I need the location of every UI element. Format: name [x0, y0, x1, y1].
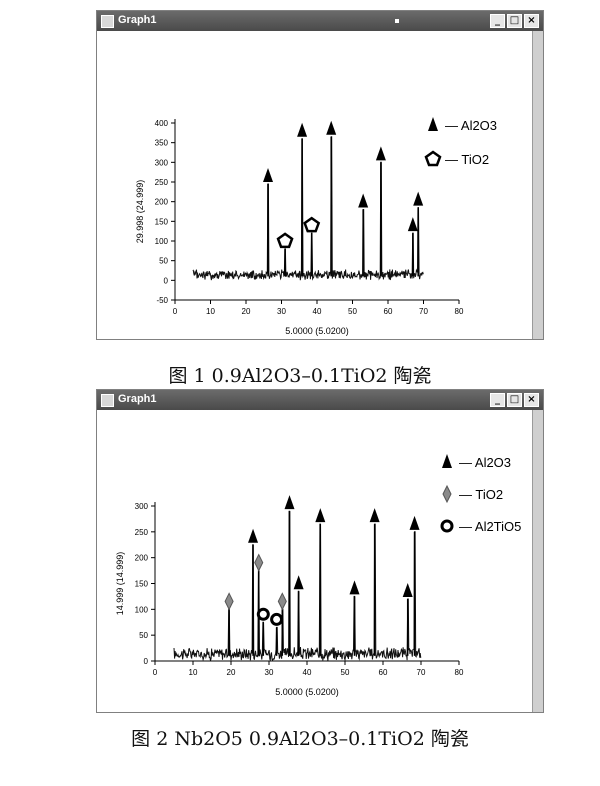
y-tick-label: 250	[155, 178, 169, 187]
legend-label: — TiO2	[445, 152, 489, 167]
maximize-button[interactable]: □	[507, 393, 522, 407]
vertical-scrollbar[interactable]	[532, 410, 543, 712]
tio2-marker-icon	[442, 484, 452, 504]
x-axis-title: 5.0000 (5.0200)	[275, 687, 339, 697]
al2tio5-marker-icon	[440, 519, 454, 533]
al2o3-marker-icon	[407, 217, 418, 232]
al2o3-marker-icon	[409, 515, 420, 530]
y-tick-label: 100	[135, 605, 149, 614]
figure-caption-2: 图 2 Nb2O5 0.9Al2O3–0.1TiO2 陶瓷	[131, 728, 469, 750]
x-tick-label: 20	[227, 668, 236, 677]
y-tick-label: 0	[164, 276, 169, 285]
window-titlebar[interactable]: Graph1 _ □ ×	[97, 390, 543, 410]
vertical-scrollbar[interactable]	[532, 31, 543, 339]
x-tick-label: 10	[206, 307, 215, 316]
x-tick-label: 50	[341, 668, 350, 677]
al2o3-marker-icon	[248, 528, 259, 543]
al2o3-marker-icon	[369, 508, 380, 523]
al2o3-marker-icon	[358, 193, 369, 208]
al2o3-marker-icon	[293, 575, 304, 590]
y-tick-label: 0	[144, 657, 149, 666]
tio2-marker-icon	[254, 553, 264, 572]
legend-label: — TiO2	[459, 487, 503, 502]
legend-label: — Al2O3	[445, 118, 497, 133]
al2o3-marker-icon	[413, 191, 424, 206]
y-axis-title: 14.999 (14.999)	[115, 552, 125, 616]
y-tick-label: 200	[135, 554, 149, 563]
tio2-marker-icon	[276, 232, 294, 249]
window-title: Graph1	[118, 393, 157, 405]
diffraction-trace	[173, 510, 422, 662]
figure-caption-1: 图 1 0.9Al2O3–0.1TiO2 陶瓷	[168, 365, 432, 387]
al2tio5-marker-icon	[256, 607, 270, 621]
titlebar-dot-icon	[395, 19, 399, 23]
y-axis-title: 29.998 (24.999)	[135, 180, 145, 244]
y-tick-label: 400	[155, 119, 169, 128]
al2o3-marker-icon	[326, 120, 337, 135]
x-tick-label: 70	[419, 307, 428, 316]
legend-label: — Al2O3	[459, 455, 511, 470]
al2o3-marker-icon	[402, 583, 413, 597]
al2o3-marker-icon	[263, 167, 274, 182]
y-tick-label: -50	[156, 296, 168, 305]
y-tick-label: 350	[155, 139, 169, 148]
x-tick-label: 70	[417, 668, 426, 677]
x-tick-label: 60	[379, 668, 388, 677]
x-tick-label: 50	[348, 307, 357, 316]
tio2-marker-icon	[277, 592, 287, 611]
tio2-marker-icon	[303, 216, 321, 233]
x-tick-label: 0	[153, 668, 158, 677]
al2o3-marker-icon	[375, 146, 386, 161]
x-tick-label: 20	[242, 307, 251, 316]
y-tick-label: 200	[155, 198, 169, 207]
y-tick-label: 100	[155, 237, 169, 246]
legend-label: — Al2TiO5	[459, 519, 521, 534]
x-axis-title: 5.0000 (5.0200)	[285, 326, 349, 336]
al2tio5-marker-icon	[270, 612, 284, 626]
al2o3-marker-icon	[442, 454, 452, 468]
y-tick-label: 300	[155, 158, 169, 167]
x-tick-label: 10	[189, 668, 198, 677]
y-tick-label: 250	[135, 528, 149, 537]
x-tick-label: 40	[313, 307, 322, 316]
close-button[interactable]: ×	[524, 14, 539, 28]
x-tick-label: 40	[303, 668, 312, 677]
tio2-marker-icon	[224, 592, 234, 611]
diffraction-trace	[192, 136, 424, 281]
x-tick-label: 60	[384, 307, 393, 316]
xrd-plot-1: -50 0 50 100 150 200 250 300 350 400 0 10 20 30 40 50 60…	[135, 117, 497, 336]
window-title: Graph1	[118, 14, 157, 26]
y-tick-label: 150	[155, 217, 169, 226]
al2o3-marker-icon	[284, 495, 295, 510]
graph-window-1: Graph1 _ □ × -50 0 50 100 150 200 250 300 350 400…	[96, 10, 544, 340]
y-tick-label: 300	[135, 502, 149, 511]
window-titlebar[interactable]: Graph1 _ □ ×	[97, 11, 543, 31]
maximize-button[interactable]: □	[507, 14, 522, 28]
minimize-button[interactable]: _	[490, 14, 505, 28]
close-button[interactable]: ×	[524, 393, 539, 407]
minimize-button[interactable]: _	[490, 393, 505, 407]
y-tick-label: 50	[159, 257, 168, 266]
al2o3-marker-icon	[349, 580, 360, 595]
app-icon	[101, 394, 114, 407]
x-tick-label: 30	[265, 668, 274, 677]
tio2-marker-icon	[424, 150, 442, 167]
xrd-plot-2: 0 50 100 150 200 250 300 0 10 20 30 40 50 60 70 80 14.99…	[115, 454, 521, 697]
x-tick-label: 80	[455, 668, 464, 677]
al2o3-marker-icon	[297, 122, 308, 137]
x-tick-label: 30	[277, 307, 286, 316]
x-tick-label: 0	[173, 307, 178, 316]
x-tick-label: 80	[455, 307, 464, 316]
y-tick-label: 50	[139, 631, 148, 640]
graph-window-2: Graph1 _ □ × 0 50 100 150 200 250 300 0 10 20 30 40…	[96, 389, 544, 713]
al2o3-marker-icon	[315, 508, 326, 523]
app-icon	[101, 15, 114, 28]
y-tick-label: 150	[135, 580, 149, 589]
al2o3-marker-icon	[428, 117, 438, 131]
